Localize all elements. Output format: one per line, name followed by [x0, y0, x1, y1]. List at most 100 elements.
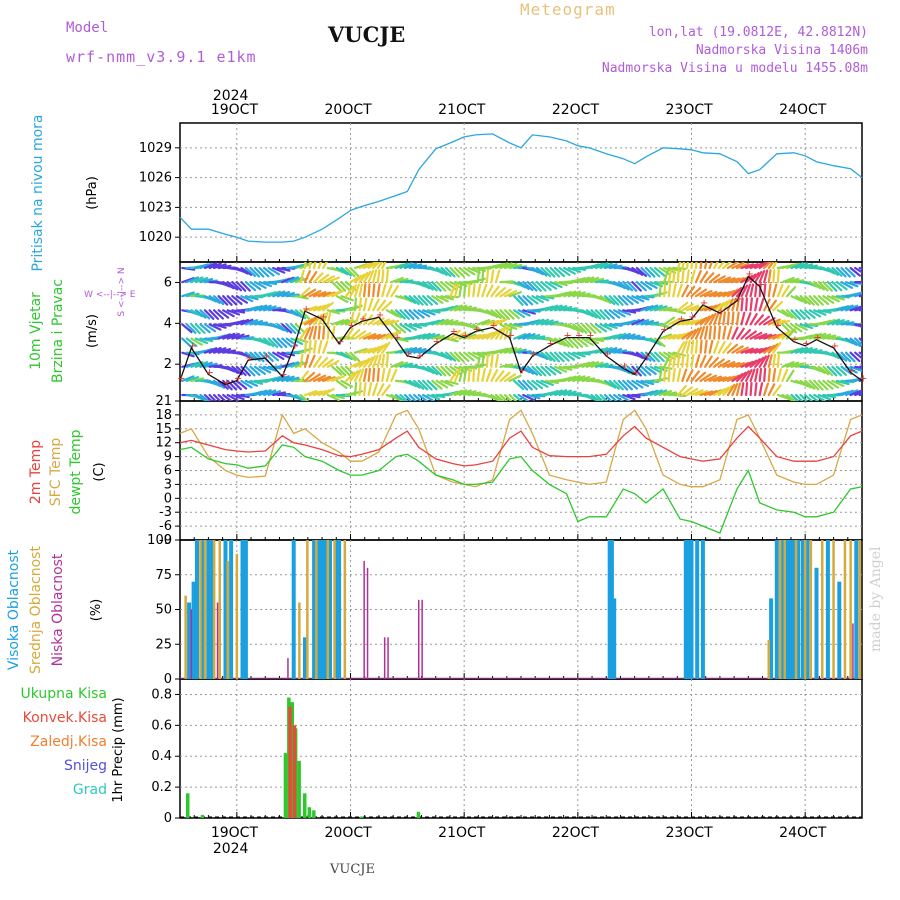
wind-arrow [440, 351, 453, 361]
wind-arrow [313, 374, 327, 382]
wind-arrow [194, 337, 209, 345]
wind-arrow [526, 295, 539, 305]
wind-arrow [676, 283, 683, 298]
cloud-bar-1 [778, 540, 782, 679]
wind-arrow [663, 333, 677, 340]
wind-arrow [735, 297, 740, 312]
precip-bar-0 [200, 814, 205, 818]
wind-arrow [322, 325, 326, 340]
cloud-bar-1 [821, 540, 824, 679]
cloud-bar-0 [814, 567, 819, 679]
wind-arrow [203, 323, 217, 333]
wind-arrow [440, 281, 452, 292]
wind-unit: (m/s) [85, 314, 100, 348]
wind-arrow [681, 368, 688, 382]
wind-arrow [708, 356, 720, 368]
wind-arrow [831, 281, 843, 292]
wind-arrow [185, 376, 200, 382]
wind-arrow [267, 290, 281, 298]
wind-arrow [222, 309, 235, 318]
cloud-bar-0 [187, 602, 192, 679]
wind-arrow [458, 351, 470, 363]
y-tick-label: 0.2 [151, 780, 172, 795]
cloud-low-label: Niska Oblacnost [50, 553, 66, 666]
wind-arrow [313, 355, 322, 368]
wind-arrow [694, 390, 709, 397]
wind-arrow [422, 379, 433, 391]
wind-arrow [444, 337, 459, 343]
wind-arrow [481, 319, 495, 326]
wind-arrow [531, 266, 544, 276]
wind-arrow [299, 287, 311, 298]
precip-bar-1 [288, 706, 292, 818]
wind-marker: + [734, 294, 742, 305]
wind-arrow [476, 283, 482, 298]
wind-arrow [490, 369, 499, 382]
wind-arrow [549, 389, 563, 397]
wind-arrow [322, 301, 334, 312]
wind-arrow [394, 323, 407, 334]
wind-arrow [726, 383, 736, 397]
wind-marker: + [848, 365, 856, 376]
cloud-bar-0 [769, 598, 774, 679]
wind-arrow [376, 354, 382, 368]
wind-arrow [663, 269, 670, 284]
wind-arrow [703, 272, 715, 284]
wind-arrow [258, 304, 272, 312]
wind-arrow [199, 278, 214, 284]
precip-legend-item: Zaledj.Kisa [30, 734, 107, 750]
y-tick-label: 0 [164, 491, 172, 506]
compass-horizontal: W <--|--> E [84, 290, 136, 300]
wind-arrow [840, 266, 852, 278]
wind-arrow [676, 262, 682, 270]
wind-arrow [367, 262, 379, 270]
wind-arrow [490, 262, 504, 270]
wind-arrow [494, 347, 509, 354]
wind-arrow [517, 393, 530, 401]
wind-arrow [590, 337, 605, 343]
precip-bar-0 [303, 793, 307, 818]
wind-arrow [222, 295, 233, 306]
wind-arrow [594, 362, 609, 368]
wind-arrow [263, 365, 277, 372]
wind-arrow [599, 309, 611, 320]
wind-arrow [440, 379, 454, 387]
wind-arrow [535, 266, 548, 277]
wind-arrow [731, 362, 746, 368]
wind-arrow [390, 276, 404, 284]
wind-arrow [454, 351, 465, 363]
wind-arrow [694, 262, 698, 270]
wind-arrow [631, 351, 645, 360]
wind-arrow [449, 389, 463, 397]
y-tick-label: 50 [155, 603, 172, 618]
wind-arrow [553, 337, 567, 347]
wind-arrow [208, 262, 222, 270]
wind-arrow [676, 368, 682, 382]
wind-arrow [672, 283, 677, 298]
wind-arrow [317, 291, 332, 298]
wind-arrow [663, 283, 667, 298]
day-label-bottom: 23OCT [666, 825, 714, 841]
wind-arrow [758, 297, 765, 312]
wind-arrow [804, 295, 815, 306]
wind-arrow [563, 266, 576, 275]
wind-arrow [672, 266, 687, 270]
wind-arrow [522, 309, 536, 315]
wind-arrow [185, 276, 199, 284]
wind-arrow [467, 391, 482, 397]
wind-marker: + [757, 279, 765, 290]
wind-arrow [413, 295, 424, 306]
wind-arrow [431, 295, 444, 304]
wind-arrow [603, 295, 616, 306]
wind-arrow [517, 281, 530, 290]
wind-arrow [563, 375, 577, 382]
wind-arrow [367, 283, 371, 298]
wind-arrow [317, 325, 321, 340]
wind-marker: + [393, 333, 401, 344]
wind-marker: + [336, 337, 344, 348]
wind-arrow [494, 353, 499, 368]
wind-arrow [440, 365, 451, 377]
wind-arrow [276, 375, 290, 382]
wind-arrow [858, 308, 862, 312]
